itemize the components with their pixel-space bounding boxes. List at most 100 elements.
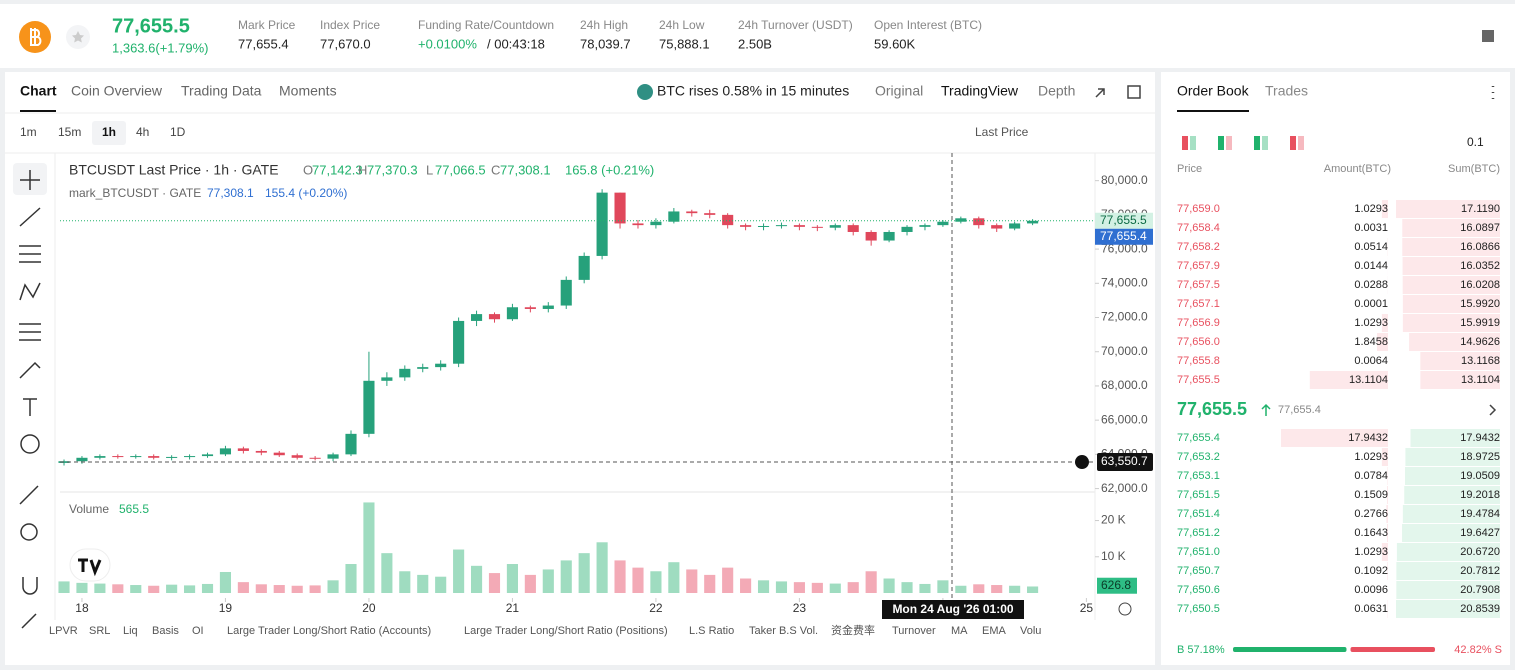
indicator-tab[interactable]: 资金费率: [831, 623, 875, 637]
volume-bar: [542, 569, 554, 593]
amount-depth-bar: [1386, 505, 1388, 523]
ob-price[interactable]: 77,651.5: [1177, 489, 1220, 501]
ob-price[interactable]: 77,656.9: [1177, 317, 1220, 329]
ob-price[interactable]: 77,650.6: [1177, 584, 1220, 596]
chart-tab[interactable]: Chart: [20, 83, 57, 99]
buy-ratio-bar: [1233, 647, 1347, 652]
ob-amount: 0.0096: [1354, 584, 1388, 596]
panel-icons[interactable]: [1095, 85, 1141, 99]
indicator-tab[interactable]: L.S Ratio: [689, 625, 734, 637]
stat-label: Open Interest (BTC): [874, 18, 982, 32]
ob-tab[interactable]: Order Book: [1177, 83, 1250, 99]
ob-price[interactable]: 77,655.8: [1177, 355, 1220, 367]
ob-amount: 13.1104: [1349, 374, 1388, 386]
ob-sum: 16.0866: [1460, 241, 1500, 253]
ob-sum: 19.6427: [1460, 527, 1500, 539]
price-source[interactable]: Last Price: [975, 125, 1029, 139]
drawing-toolbar[interactable]: [13, 163, 47, 629]
time-tag-label: Mon 24 Aug '26 01:00: [892, 602, 1013, 616]
ob-price[interactable]: 77,656.0: [1177, 336, 1220, 348]
view-tab[interactable]: Depth: [1038, 83, 1075, 99]
candle-body: [524, 307, 536, 309]
indicator-tab[interactable]: Turnover: [892, 625, 936, 637]
indicator-tab[interactable]: LPVR: [49, 625, 78, 637]
indicator-tab[interactable]: OI: [192, 625, 204, 637]
mark-title: mark_BTCUSDT · GATE: [69, 186, 201, 200]
last-price-label: 77,655.5: [1100, 213, 1147, 227]
ob-mode[interactable]: [1218, 136, 1224, 150]
indicator-tab[interactable]: Liq: [123, 625, 138, 637]
ob-precision[interactable]: 0.1: [1467, 135, 1484, 149]
volume-bar: [130, 585, 142, 593]
settings-icon[interactable]: [1118, 602, 1132, 616]
ob-price[interactable]: 77,655.4: [1177, 432, 1220, 444]
volume-bar: [578, 553, 590, 593]
candle-body: [237, 448, 249, 451]
ob-tab[interactable]: Trades: [1265, 83, 1308, 99]
interval[interactable]: 1D: [170, 125, 186, 139]
ob-price[interactable]: 77,655.5: [1177, 374, 1220, 386]
ob-price[interactable]: 77,651.0: [1177, 546, 1220, 558]
indicator-tab[interactable]: Basis: [152, 625, 179, 637]
ob-price[interactable]: 77,657.1: [1177, 298, 1220, 310]
ai-note[interactable]: BTC rises 0.58% in 15 minutes: [657, 83, 849, 99]
interval[interactable]: 1h: [102, 125, 116, 139]
volume-bar: [417, 574, 429, 593]
ob-mode[interactable]: [1226, 136, 1232, 150]
candle-body: [255, 450, 267, 453]
ob-mode[interactable]: [1190, 136, 1196, 150]
interval[interactable]: 4h: [136, 125, 149, 139]
ob-price[interactable]: 77,653.1: [1177, 470, 1220, 482]
interval[interactable]: 15m: [58, 125, 81, 139]
chart-tab[interactable]: Coin Overview: [71, 83, 163, 99]
indicator-tab[interactable]: SRL: [89, 625, 110, 637]
ob-price[interactable]: 77,659.0: [1177, 203, 1220, 215]
candle-body: [309, 457, 321, 459]
indicator-tab[interactable]: Taker B.S Vol.: [749, 625, 818, 637]
ob-price[interactable]: 77,650.7: [1177, 565, 1220, 577]
ob-price[interactable]: 77,650.5: [1177, 603, 1220, 615]
interval[interactable]: 1m: [20, 125, 37, 139]
ob-price[interactable]: 77,657.5: [1177, 279, 1220, 291]
indicator-tab[interactable]: Volu: [1020, 625, 1041, 637]
volume-bar: [148, 585, 160, 593]
chevron[interactable]: [1489, 404, 1497, 416]
ob-mode[interactable]: [1298, 136, 1304, 150]
volume-bar: [184, 585, 196, 593]
ob-price[interactable]: 77,658.2: [1177, 241, 1220, 253]
view-tab[interactable]: Original: [875, 83, 923, 99]
x-tick-label: 22: [649, 601, 663, 615]
ob-sum: 17.9432: [1460, 432, 1500, 444]
ob-mode[interactable]: [1254, 136, 1260, 150]
indicator-tab[interactable]: Large Trader Long/Short Ratio (Positions…: [464, 625, 668, 637]
sum-depth-bar: [1396, 600, 1500, 618]
chart-tab[interactable]: Moments: [279, 83, 337, 99]
ob-mode[interactable]: [1290, 136, 1296, 150]
ob-price[interactable]: 77,651.2: [1177, 527, 1220, 539]
view-tab[interactable]: TradingView: [941, 83, 1019, 99]
ob-price[interactable]: 77,653.2: [1177, 451, 1220, 463]
ob-amount: 1.0293: [1354, 546, 1388, 558]
indicator-tab[interactable]: MA: [951, 625, 968, 637]
volume-bar: [704, 574, 716, 593]
y-tick-label: 74,000.0: [1101, 275, 1148, 289]
layout-icon[interactable]: [1482, 30, 1494, 42]
volume-bar: [811, 582, 823, 593]
ob-price[interactable]: 77,658.4: [1177, 222, 1220, 234]
candle-body: [1027, 220, 1039, 224]
ob-price[interactable]: 77,651.4: [1177, 508, 1220, 520]
candle-body: [560, 279, 572, 306]
chart-tab[interactable]: Trading Data: [181, 83, 262, 99]
ob-mode[interactable]: [1262, 136, 1268, 150]
indicator-tab[interactable]: Large Trader Long/Short Ratio (Accounts): [227, 625, 431, 637]
ob-price[interactable]: 77,657.9: [1177, 260, 1220, 272]
candle-body: [973, 218, 985, 226]
ob-mode[interactable]: [1182, 136, 1188, 150]
candle-body: [883, 231, 895, 241]
volume-bar: [58, 581, 70, 593]
ohlc-value: 77,066.5: [435, 162, 486, 177]
volume-bar: [614, 560, 626, 593]
indicator-tab[interactable]: EMA: [982, 625, 1007, 637]
candle-body: [58, 461, 70, 463]
crosshair-add[interactable]: [1075, 455, 1089, 470]
